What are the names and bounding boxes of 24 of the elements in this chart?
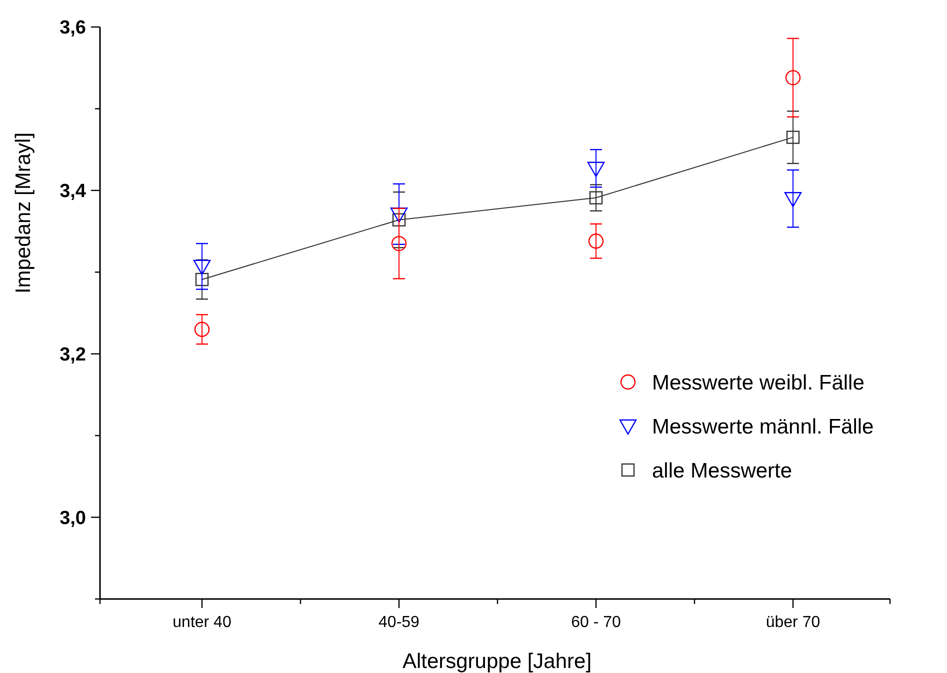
point <box>589 191 603 204</box>
x-tick-label: 60 - 70 <box>571 614 622 631</box>
point <box>390 208 408 223</box>
point <box>785 70 801 86</box>
y-tick-label: 3,4 <box>60 181 86 202</box>
point <box>195 272 209 286</box>
x-axis-title: Altersgruppe [Jahre] <box>402 650 592 673</box>
y-tick-label: 3,2 <box>60 344 86 366</box>
point <box>786 130 800 144</box>
point <box>194 322 210 337</box>
x-tick-label: über 70 <box>766 614 820 631</box>
point <box>784 192 802 208</box>
point <box>193 260 211 276</box>
legend-label: alle Messwerte <box>652 459 792 482</box>
legend-label: Messwerte weibl. Fälle <box>652 371 864 394</box>
point <box>588 233 604 249</box>
y-axis-title: Impedanz [Mrayl] <box>12 132 35 294</box>
x-tick-label: unter 40 <box>172 614 232 631</box>
legend-label: Messwerte männl. Fälle <box>652 415 874 438</box>
x-tick-label: 40-59 <box>378 614 420 631</box>
point <box>587 162 605 177</box>
point <box>391 236 407 252</box>
y-tick-label: 3,6 <box>60 18 86 39</box>
y-tick-label: 3,0 <box>60 508 86 529</box>
